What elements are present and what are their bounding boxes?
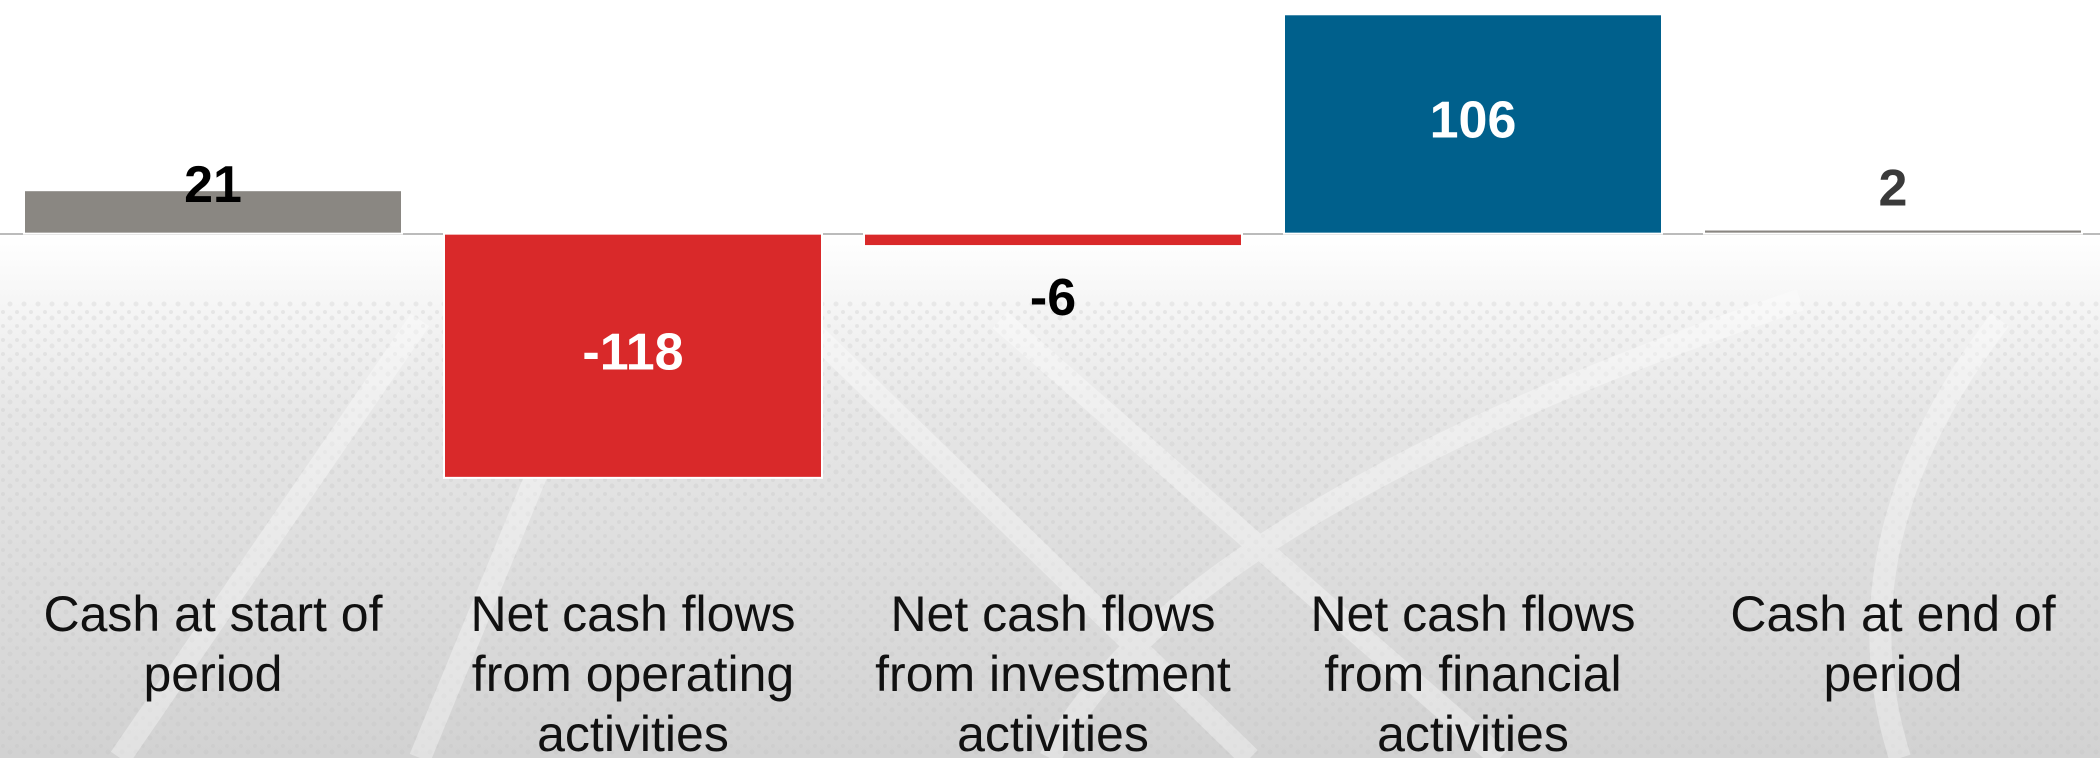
x-tick-label: Net cash flows from financial activities bbox=[1310, 586, 1636, 762]
x-tick-label: Net cash flows from investment activitie… bbox=[875, 586, 1231, 762]
value-label: 2 bbox=[1879, 159, 1908, 217]
rail-decoration bbox=[110, 289, 2009, 758]
value-label: -118 bbox=[582, 323, 683, 381]
value-label: 106 bbox=[1430, 92, 1517, 150]
bar bbox=[443, 232, 823, 479]
bar bbox=[863, 232, 1243, 248]
bar bbox=[1283, 13, 1663, 235]
x-tick-label: Cash at end of period bbox=[1730, 586, 2056, 702]
x-tick-label: Cash at start of period bbox=[43, 586, 383, 702]
bar bbox=[1703, 228, 2083, 235]
bar bbox=[23, 189, 403, 235]
background-texture bbox=[0, 300, 2100, 758]
value-label: -6 bbox=[1030, 269, 1076, 327]
x-tick-label: Net cash flows from operating activities bbox=[470, 586, 796, 762]
value-label: 21 bbox=[184, 156, 242, 214]
